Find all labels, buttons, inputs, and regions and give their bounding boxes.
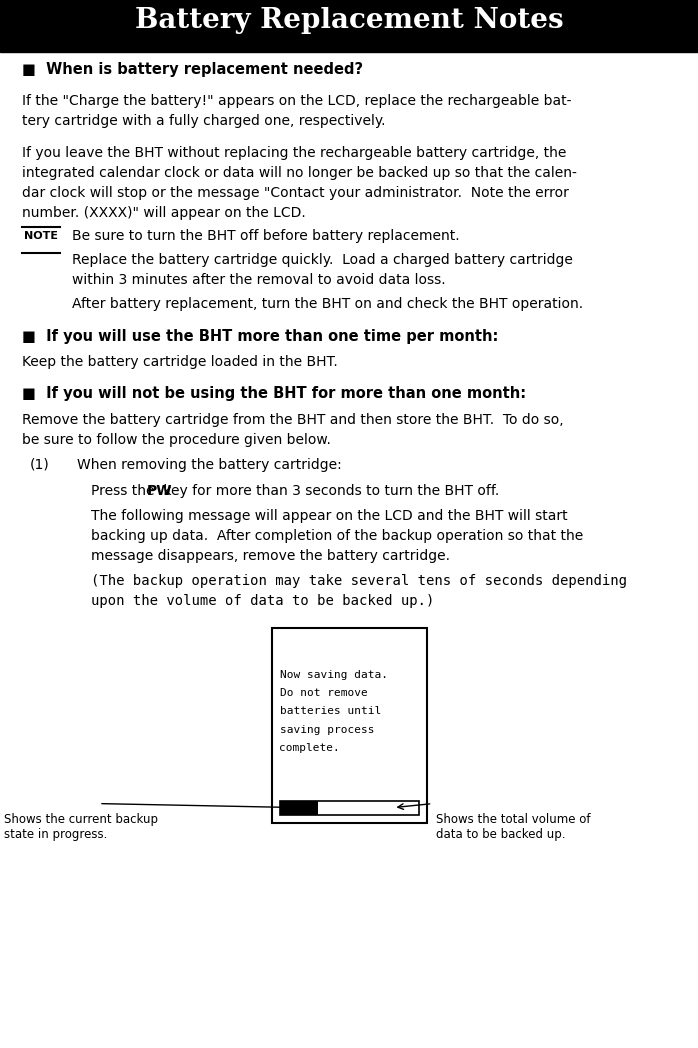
Text: If you leave the BHT without replacing the rechargeable battery cartridge, the: If you leave the BHT without replacing t… — [22, 146, 566, 159]
Text: (1): (1) — [30, 458, 50, 472]
Text: Do not remove: Do not remove — [279, 687, 367, 698]
Text: within 3 minutes after the removal to avoid data loss.: within 3 minutes after the removal to av… — [72, 272, 445, 287]
Text: dar clock will stop or the message "Contact your administrator.  Note the error: dar clock will stop or the message "Cont… — [22, 185, 569, 200]
Bar — [279, 801, 419, 814]
Text: complete.: complete. — [279, 743, 340, 752]
Text: If the "Charge the battery!" appears on the LCD, replace the rechargeable bat-: If the "Charge the battery!" appears on … — [22, 94, 572, 108]
Text: ■  If you will not be using the BHT for more than one month:: ■ If you will not be using the BHT for m… — [22, 387, 526, 401]
Text: be sure to follow the procedure given below.: be sure to follow the procedure given be… — [22, 433, 331, 447]
Text: Shows the total volume of
data to be backed up.: Shows the total volume of data to be bac… — [436, 812, 591, 840]
Text: message disappears, remove the battery cartridge.: message disappears, remove the battery c… — [91, 549, 450, 564]
Text: tery cartridge with a fully charged one, respectively.: tery cartridge with a fully charged one,… — [22, 114, 385, 128]
Text: upon the volume of data to be backed up.): upon the volume of data to be backed up.… — [91, 594, 434, 608]
Bar — [272, 628, 426, 823]
Text: ■  When is battery replacement needed?: ■ When is battery replacement needed? — [22, 62, 363, 77]
Text: Be sure to turn the BHT off before battery replacement.: Be sure to turn the BHT off before batte… — [72, 230, 459, 243]
Bar — [279, 801, 318, 814]
Text: When removing the battery cartridge:: When removing the battery cartridge: — [77, 458, 342, 472]
Text: backing up data.  After completion of the backup operation so that the: backing up data. After completion of the… — [91, 529, 584, 543]
Text: ■  If you will use the BHT more than one time per month:: ■ If you will use the BHT more than one … — [22, 328, 498, 344]
Text: Now saving data.: Now saving data. — [279, 670, 387, 679]
Text: batteries until: batteries until — [279, 706, 380, 716]
Text: Press the: Press the — [91, 483, 159, 498]
Text: After battery replacement, turn the BHT on and check the BHT operation.: After battery replacement, turn the BHT … — [72, 298, 583, 311]
Text: key for more than 3 seconds to turn the BHT off.: key for more than 3 seconds to turn the … — [158, 483, 499, 498]
Text: Keep the battery cartridge loaded in the BHT.: Keep the battery cartridge loaded in the… — [22, 355, 338, 369]
Text: Remove the battery cartridge from the BHT and then store the BHT.  To do so,: Remove the battery cartridge from the BH… — [22, 413, 563, 428]
Text: PW: PW — [147, 483, 172, 498]
Text: NOTE: NOTE — [24, 232, 58, 241]
Text: saving process: saving process — [279, 724, 374, 735]
Text: (The backup operation may take several tens of seconds depending: (The backup operation may take several t… — [91, 574, 627, 588]
Text: Shows the current backup
state in progress.: Shows the current backup state in progre… — [4, 812, 158, 840]
Bar — [0, 0, 698, 52]
Text: Replace the battery cartridge quickly.  Load a charged battery cartridge: Replace the battery cartridge quickly. L… — [72, 253, 573, 266]
Text: Battery Replacement Notes: Battery Replacement Notes — [135, 7, 563, 34]
Text: The following message will appear on the LCD and the BHT will start: The following message will appear on the… — [91, 509, 567, 523]
Text: number. (XXXX)" will appear on the LCD.: number. (XXXX)" will appear on the LCD. — [22, 206, 306, 220]
Text: integrated calendar clock or data will no longer be backed up so that the calen-: integrated calendar clock or data will n… — [22, 166, 577, 179]
